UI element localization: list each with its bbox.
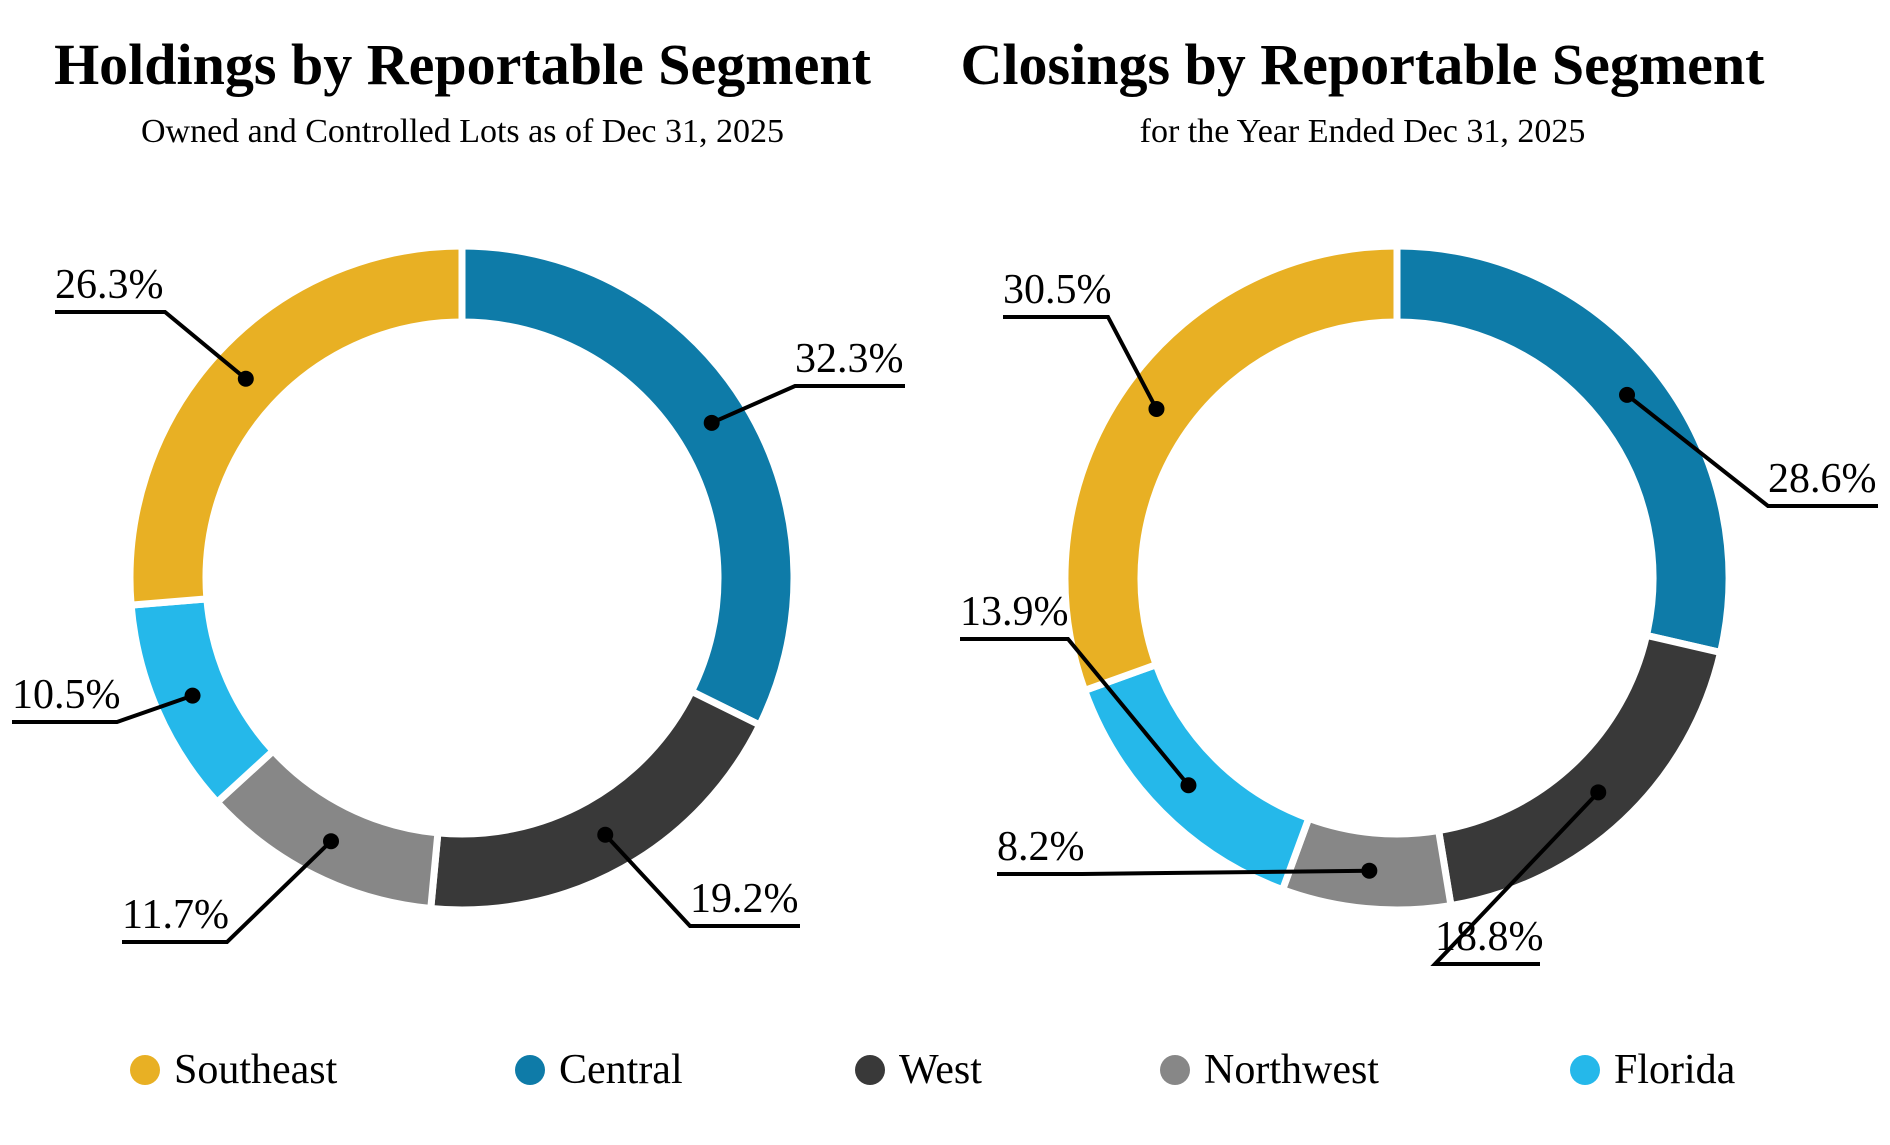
holdings-leader-florida <box>12 693 194 724</box>
closings-value-label-southeast: 30.5% <box>1003 267 1112 313</box>
holdings-leader-dot-southeast <box>237 370 254 387</box>
holdings-leader-northwest <box>122 839 333 944</box>
legend-label-central: Central <box>559 1047 683 1093</box>
holdings-leader-central <box>710 384 905 425</box>
closings-leader-northwest <box>997 868 1370 876</box>
legend-item-west: West <box>855 1040 982 1100</box>
legend-label-florida: Florida <box>1614 1047 1736 1093</box>
closings-leader-central <box>1625 393 1878 508</box>
closings-leader-southeast <box>1003 315 1159 410</box>
holdings-value-label-southeast: 26.3% <box>55 262 164 308</box>
closings-value-label-central: 28.6% <box>1768 456 1877 502</box>
legend-item-southeast: Southeast <box>130 1040 337 1100</box>
closings-value-label-west: 18.8% <box>1435 914 1544 960</box>
holdings-slice-central <box>458 242 798 730</box>
holdings-slice-southeast <box>126 242 466 609</box>
legend-item-florida: Florida <box>1570 1040 1735 1100</box>
holdings-value-label-northwest: 11.7% <box>122 892 229 938</box>
legend-label-southeast: Southeast <box>174 1047 338 1093</box>
holdings-leader-west <box>603 833 800 928</box>
holdings-slice-florida <box>127 595 279 808</box>
legend-label-northwest: Northwest <box>1204 1047 1379 1093</box>
closings-value-label-northwest: 8.2% <box>997 824 1085 870</box>
holdings-leader-southeast <box>55 310 248 381</box>
closings-slice-southeast <box>1061 242 1401 695</box>
closings-donut: 30.5% 28.6% 18.8% 8.2% 13.9% <box>960 242 1878 966</box>
holdings-chart-subtitle: Owned and Controlled Lots as of Dec 31, … <box>140 113 785 150</box>
closings-chart-title: Closings by Reportable Segment <box>960 32 1765 97</box>
holdings-leader-dot-west <box>597 826 614 843</box>
chart-legend: Southeast Central West Northwest Florida <box>0 1040 1890 1100</box>
closings-chart-subtitle: for the Year Ended Dec 31, 2025 <box>1139 113 1586 150</box>
closings-leader-florida <box>960 637 1191 787</box>
closings-leader-dot-central <box>1619 386 1636 403</box>
holdings-value-label-central: 32.3% <box>795 336 904 382</box>
legend-item-central: Central <box>515 1040 683 1100</box>
holdings-leader-dot-northwest <box>323 833 340 850</box>
closings-leader-dot-northwest <box>1361 862 1378 879</box>
holdings-value-label-florida: 10.5% <box>12 672 121 718</box>
legend-label-west: West <box>899 1047 982 1093</box>
legend-swatch-florida <box>1570 1055 1600 1085</box>
holdings-chart-title: Holdings by Reportable Segment <box>54 32 871 97</box>
holdings-leader-dot-central <box>703 414 720 431</box>
closings-slice-central <box>1393 242 1733 657</box>
closings-leader-dot-southeast <box>1148 400 1165 417</box>
legend-swatch-central <box>515 1055 545 1085</box>
closings-value-label-florida: 13.9% <box>960 589 1069 635</box>
holdings-value-label-west: 19.2% <box>690 876 799 922</box>
legend-item-northwest: Northwest <box>1160 1040 1379 1100</box>
closings-leader-dot-florida <box>1180 777 1197 794</box>
legend-swatch-west <box>855 1055 885 1085</box>
legend-swatch-northwest <box>1160 1055 1190 1085</box>
closings-slice-west <box>1434 631 1725 910</box>
legend-swatch-southeast <box>130 1055 160 1085</box>
closings-leader-west <box>1430 790 1600 966</box>
holdings-donut: 26.3% 32.3% 19.2% 11.7% 10.5% <box>12 242 905 944</box>
holdings-leader-dot-florida <box>184 687 201 704</box>
closings-leader-dot-west <box>1590 784 1607 801</box>
